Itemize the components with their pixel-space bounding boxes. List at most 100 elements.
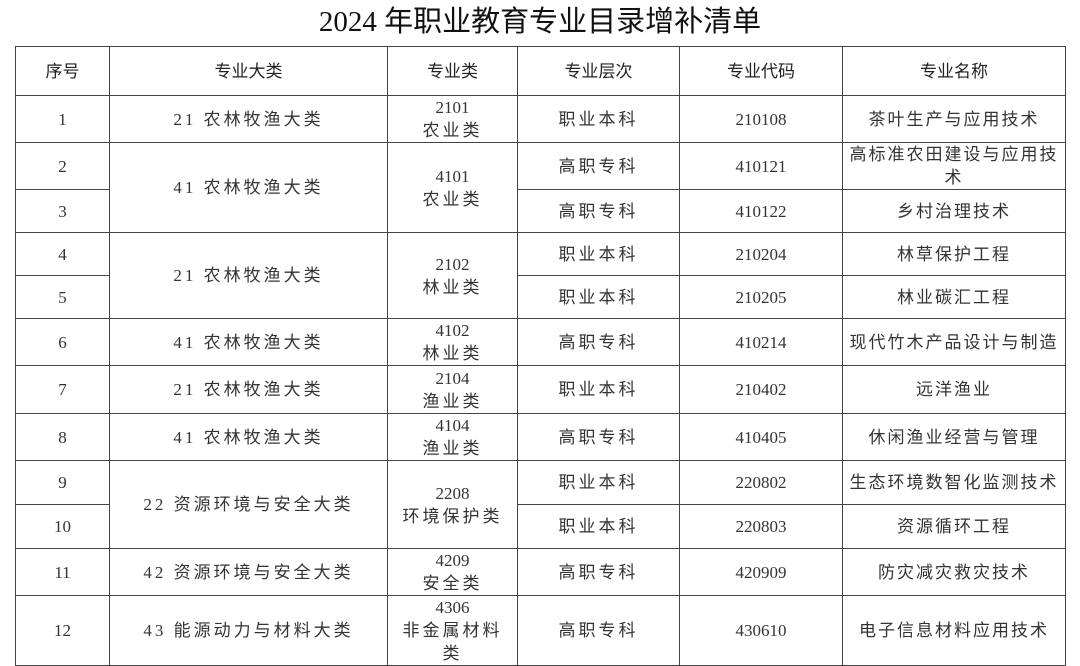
table-row: 7 21 农林牧渔大类 2104 渔业类 职业本科 210402 远洋渔业	[15, 365, 1066, 414]
cell-no: 6	[15, 318, 110, 366]
table-row: 11 42 资源环境与安全大类 4209 安全类 高职专科 420909 防灾减灾救灾技术	[15, 548, 1066, 596]
table-row: 4 21 农林牧渔大类 2102 林业类 职业本科 210204 林草保护工程	[15, 232, 1066, 319]
class-name: 渔业类	[422, 391, 483, 411]
class-name: 非金属材料类	[402, 621, 503, 663]
cell-name: 休闲渔业经营与管理	[842, 413, 1066, 461]
header-category: 专业大类	[109, 46, 388, 96]
class-name: 林业类	[422, 344, 483, 363]
class-name: 环境保护类	[402, 506, 503, 526]
class-code: 2101	[435, 98, 470, 117]
class-name: 安全类	[422, 574, 483, 593]
cell-category: 21 农林牧渔大类	[109, 95, 388, 143]
cell-level: 高职专科	[517, 189, 680, 233]
table-row: 10 职业本科 220803 资源循环工程	[15, 504, 1066, 549]
cell-category: 21 农林牧渔大类	[109, 365, 388, 414]
cell-name: 远洋渔业	[842, 365, 1066, 414]
cell-level: 高职专科	[517, 595, 680, 666]
cell-level: 高职专科	[517, 548, 680, 596]
cell-code: 410214	[679, 318, 843, 366]
cell-no: 10	[15, 504, 110, 549]
class-code: 4104	[435, 416, 470, 435]
cell-level: 职业本科	[517, 504, 680, 549]
cell-name: 林业碳汇工程	[842, 275, 1066, 319]
cell-class: 2102 林业类	[387, 232, 518, 319]
cell-name: 林草保护工程	[842, 232, 1066, 276]
cell-level: 高职专科	[517, 318, 680, 366]
class-name: 林业类	[422, 277, 483, 297]
cell-category: 43 能源动力与材料大类	[109, 595, 388, 666]
header-code: 专业代码	[679, 46, 843, 96]
cell-code: 210205	[679, 275, 843, 319]
cell-level: 职业本科	[517, 365, 680, 414]
table-row: 2 41 农林牧渔大类 4101 农业类 高职专科 410121 高标准农田建设与应用技术	[15, 142, 1066, 233]
cell-level: 职业本科	[517, 275, 680, 319]
table-row: 5 职业本科 210205 林业碳汇工程	[15, 275, 1066, 319]
cell-name: 茶叶生产与应用技术	[842, 95, 1066, 143]
catalog-table: 序号 专业大类 专业类 专业层次 专业代码 专业名称 1 21 农林牧渔大类 210…	[15, 46, 1066, 666]
class-code: 4306	[435, 598, 470, 617]
cell-no: 1	[15, 95, 110, 143]
cell-name: 资源循环工程	[842, 504, 1066, 549]
cell-class: 4101 农业类	[387, 142, 518, 233]
cell-class: 2208 环境保护类	[387, 460, 518, 549]
cell-no: 3	[15, 189, 110, 233]
cell-code: 410405	[679, 413, 843, 461]
cell-no: 9	[15, 460, 110, 505]
class-name: 渔业类	[422, 439, 483, 458]
class-code: 2208	[435, 483, 470, 503]
cell-class: 4102 林业类	[387, 318, 518, 366]
cell-category: 41 农林牧渔大类	[109, 142, 388, 233]
cell-category: 41 农林牧渔大类	[109, 413, 388, 461]
cell-no: 8	[15, 413, 110, 461]
class-name: 农业类	[422, 189, 483, 209]
cell-code: 220802	[679, 460, 843, 505]
cell-category: 41 农林牧渔大类	[109, 318, 388, 366]
cell-level: 职业本科	[517, 95, 680, 143]
cell-level: 职业本科	[517, 460, 680, 505]
table-row: 6 41 农林牧渔大类 4102 林业类 高职专科 410214 现代竹木产品设计与制造	[15, 318, 1066, 366]
cell-class: 2101 农业类	[387, 95, 518, 143]
cell-name: 生态环境数智化监测技术	[842, 460, 1066, 505]
cell-class: 2104 渔业类	[387, 365, 518, 414]
cell-class: 4209 安全类	[387, 548, 518, 596]
class-code: 4102	[435, 321, 470, 340]
cell-no: 7	[15, 365, 110, 414]
class-code: 4101	[435, 166, 470, 186]
cell-code: 220803	[679, 504, 843, 549]
cell-category: 22 资源环境与安全大类	[109, 460, 388, 549]
class-code: 4209	[435, 551, 470, 570]
class-code: 2104	[435, 368, 470, 388]
cell-no: 4	[15, 232, 110, 276]
cell-category: 42 资源环境与安全大类	[109, 548, 388, 596]
cell-code: 210108	[679, 95, 843, 143]
cell-category: 21 农林牧渔大类	[109, 232, 388, 319]
cell-no: 11	[15, 548, 110, 596]
header-name: 专业名称	[842, 46, 1066, 96]
table-row: 8 41 农林牧渔大类 4104 渔业类 高职专科 410405 休闲渔业经营与管理	[15, 413, 1066, 461]
cell-no: 12	[15, 595, 110, 666]
cell-no: 5	[15, 275, 110, 319]
header-class: 专业类	[387, 46, 518, 96]
cell-level: 高职专科	[517, 142, 680, 190]
cell-class: 4306 非金属材料类	[387, 595, 518, 666]
cell-class: 4104 渔业类	[387, 413, 518, 461]
cell-code: 420909	[679, 548, 843, 596]
table-row: 1 21 农林牧渔大类 2101 农业类 职业本科 210108 茶叶生产与应用技术	[15, 95, 1066, 143]
header-row: 序号 专业大类 专业类 专业层次 专业代码 专业名称	[15, 46, 1066, 96]
cell-level: 高职专科	[517, 413, 680, 461]
cell-code: 430610	[679, 595, 843, 666]
page-title: 2024 年职业教育专业目录增补清单	[318, 6, 762, 38]
header-no: 序号	[15, 46, 110, 96]
cell-no: 2	[15, 142, 110, 190]
cell-code: 410122	[679, 189, 843, 233]
cell-name: 防灾减灾救灾技术	[842, 548, 1066, 596]
cell-name: 高标准农田建设与应用技术	[842, 142, 1066, 190]
cell-code: 410121	[679, 142, 843, 190]
class-name: 农业类	[422, 121, 483, 140]
header-level: 专业层次	[517, 46, 680, 96]
cell-level: 职业本科	[517, 232, 680, 276]
table-row: 12 43 能源动力与材料大类 4306 非金属材料类 高职专科 430610 电子信息材料…	[15, 595, 1066, 666]
cell-code: 210402	[679, 365, 843, 414]
cell-name: 乡村治理技术	[842, 189, 1066, 233]
cell-code: 210204	[679, 232, 843, 276]
